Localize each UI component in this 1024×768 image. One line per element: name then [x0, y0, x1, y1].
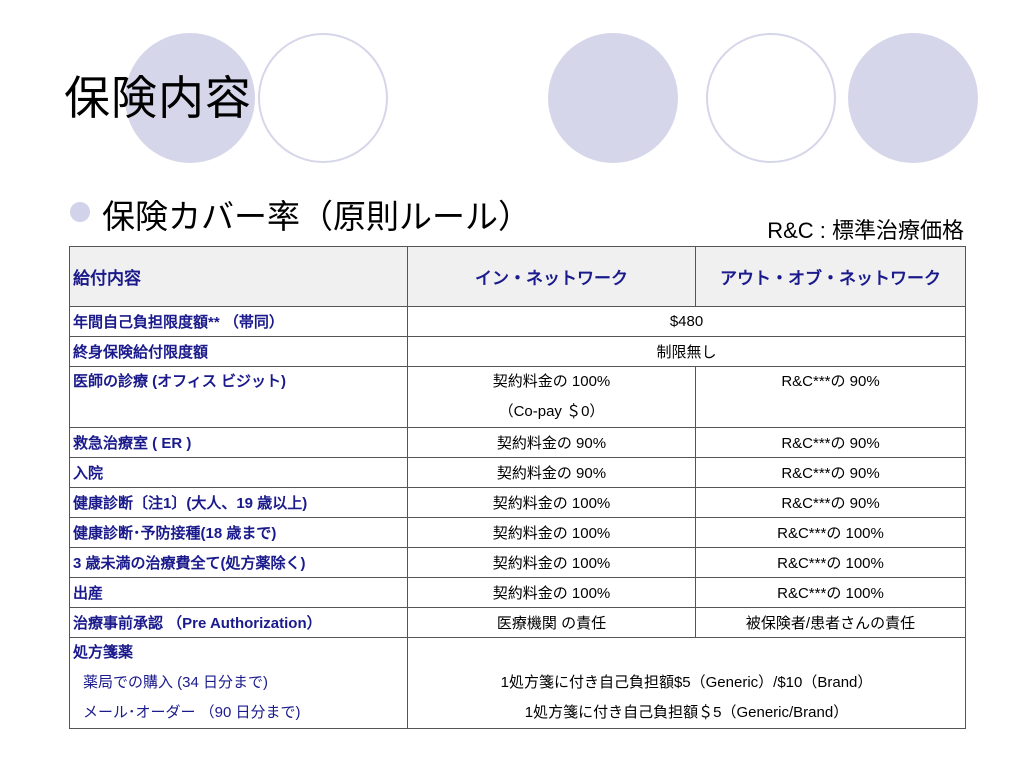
in-network-line: 契約料金の 100% — [492, 373, 611, 390]
row-label: 年間自己負担限度額** （帯同） — [69, 306, 408, 337]
table-row: 処方箋薬 薬局での購入 (34 日分まで) メール･オーダー （90 日分まで)… — [69, 637, 966, 729]
in-network-value: 契約料金の 100% （Co-pay ＄0） — [407, 366, 696, 428]
in-network-value: 契約料金の 100% — [407, 517, 696, 548]
copay-line: （Co-pay ＄0） — [498, 403, 605, 420]
row-label: 終身保険給付限度額 — [69, 336, 408, 367]
out-network-value: R&C***の 100% — [695, 547, 966, 578]
table-row: 出産 契約料金の 100% R&C***の 100% — [69, 577, 966, 608]
table-header-row: 給付内容 イン・ネットワーク アウト・オブ・ネットワーク — [69, 246, 966, 307]
rc-definition-note: R&C : 標準治療価格 — [767, 218, 964, 243]
table-row: 入院 契約料金の 90% R&C***の 90% — [69, 457, 966, 488]
in-network-value: 契約料金の 90% — [407, 427, 696, 458]
table-row: 医師の診療 (オフィス ビジット) 契約料金の 100% （Co-pay ＄0）… — [69, 366, 966, 428]
in-network-value: 契約料金の 100% — [407, 577, 696, 608]
row-value: 制限無し — [407, 336, 966, 367]
decorative-circle — [548, 33, 678, 163]
decorative-circle — [125, 33, 255, 163]
decorative-ring — [258, 33, 388, 163]
decorative-ring — [706, 33, 836, 163]
table-row: 終身保険給付限度額 制限無し — [69, 336, 966, 367]
header-out-of-network: アウト・オブ・ネットワーク — [695, 246, 966, 307]
in-network-value: 契約料金の 100% — [407, 547, 696, 578]
row-label: 3 歳未満の治療費全て(処方薬除く) — [69, 547, 408, 578]
header-benefit: 給付内容 — [69, 246, 408, 307]
out-network-value: R&C***の 90% — [695, 366, 966, 428]
table-row: 治療事前承認 （Pre Authorization） 医療機関 の責任 被保険者… — [69, 607, 966, 638]
rx-mail-order-label: メール･オーダー （90 日分まで) — [83, 704, 301, 721]
rx-values: 1処方箋に付き自己負担額$5（Generic）/$10（Brand） 1処方箋に… — [407, 637, 966, 729]
out-network-value: R&C***の 90% — [695, 427, 966, 458]
out-network-value: 被保険者/患者さんの責任 — [695, 607, 966, 638]
row-label: 出産 — [69, 577, 408, 608]
table-row: 救急治療室 ( ER ) 契約料金の 90% R&C***の 90% — [69, 427, 966, 458]
row-label: 医師の診療 (オフィス ビジット) — [69, 366, 408, 428]
row-label: 健康診断･予防接種(18 歳まで) — [69, 517, 408, 548]
out-network-value: R&C***の 90% — [695, 457, 966, 488]
row-label: 入院 — [69, 457, 408, 488]
coverage-table: 給付内容 イン・ネットワーク アウト・オブ・ネットワーク 年間自己負担限度額**… — [69, 246, 966, 729]
rx-mail-order-value: 1処方箋に付き自己負担額＄5（Generic/Brand） — [524, 704, 849, 721]
table-row: 年間自己負担限度額** （帯同） $480 — [69, 306, 966, 337]
bullet-icon — [70, 202, 90, 222]
in-network-value: 契約料金の 90% — [407, 457, 696, 488]
in-network-value: 医療機関 の責任 — [407, 607, 696, 638]
row-label: 健康診断〔注1〕(大人、19 歳以上) — [69, 487, 408, 518]
out-network-value: R&C***の 90% — [695, 487, 966, 518]
row-label: 治療事前承認 （Pre Authorization） — [69, 607, 408, 638]
rx-pharmacy-value: 1処方箋に付き自己負担額$5（Generic）/$10（Brand） — [500, 674, 873, 691]
table-row: 健康診断･予防接種(18 歳まで) 契約料金の 100% R&C***の 100… — [69, 517, 966, 548]
rx-pharmacy-label: 薬局での購入 (34 日分まで) — [83, 674, 269, 691]
out-network-value: R&C***の 100% — [695, 517, 966, 548]
in-network-value: 契約料金の 100% — [407, 487, 696, 518]
row-label: 救急治療室 ( ER ) — [69, 427, 408, 458]
rx-title: 処方箋薬 — [73, 644, 134, 661]
row-label: 処方箋薬 薬局での購入 (34 日分まで) メール･オーダー （90 日分まで) — [69, 637, 408, 729]
slide-subtitle: 保険カバー率（原則ルール） — [102, 197, 531, 236]
row-label-text: 医師の診療 (オフィス ビジット) — [73, 373, 287, 390]
row-value: $480 — [407, 306, 966, 337]
decorative-circle — [848, 33, 978, 163]
header-in-network: イン・ネットワーク — [407, 246, 696, 307]
table-row: 3 歳未満の治療費全て(処方薬除く) 契約料金の 100% R&C***の 10… — [69, 547, 966, 578]
out-network-line: R&C***の 90% — [781, 373, 880, 390]
out-network-value: R&C***の 100% — [695, 577, 966, 608]
slide-title: 保険内容 — [64, 71, 252, 125]
table-row: 健康診断〔注1〕(大人、19 歳以上) 契約料金の 100% R&C***の 9… — [69, 487, 966, 518]
